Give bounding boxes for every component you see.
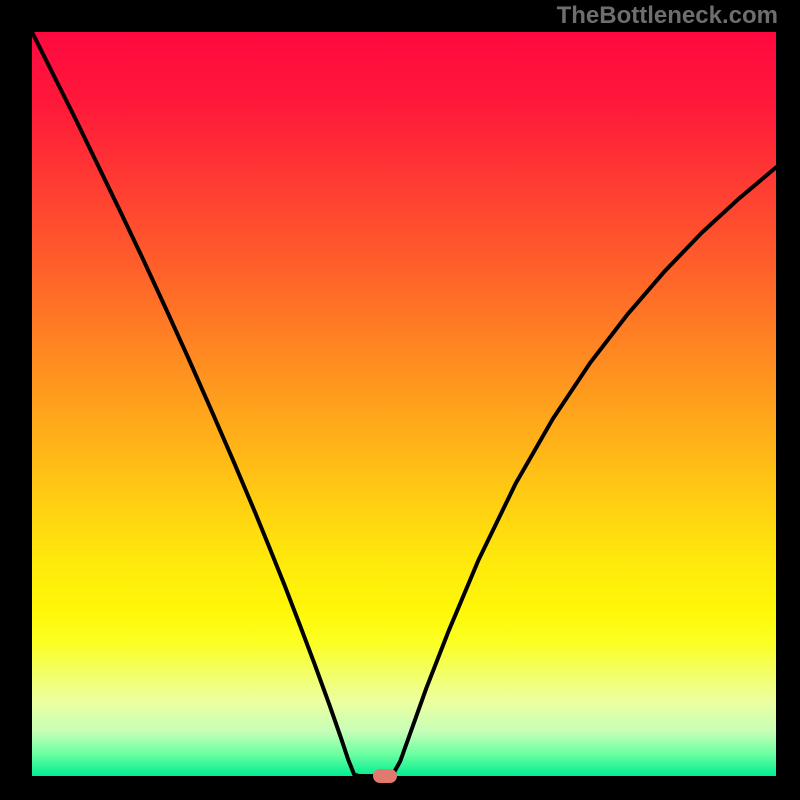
optimum-marker [373, 769, 397, 783]
plot-area [28, 28, 772, 772]
chart-svg [32, 32, 776, 776]
watermark-text: TheBottleneck.com [557, 2, 778, 30]
gradient-background [32, 32, 776, 776]
